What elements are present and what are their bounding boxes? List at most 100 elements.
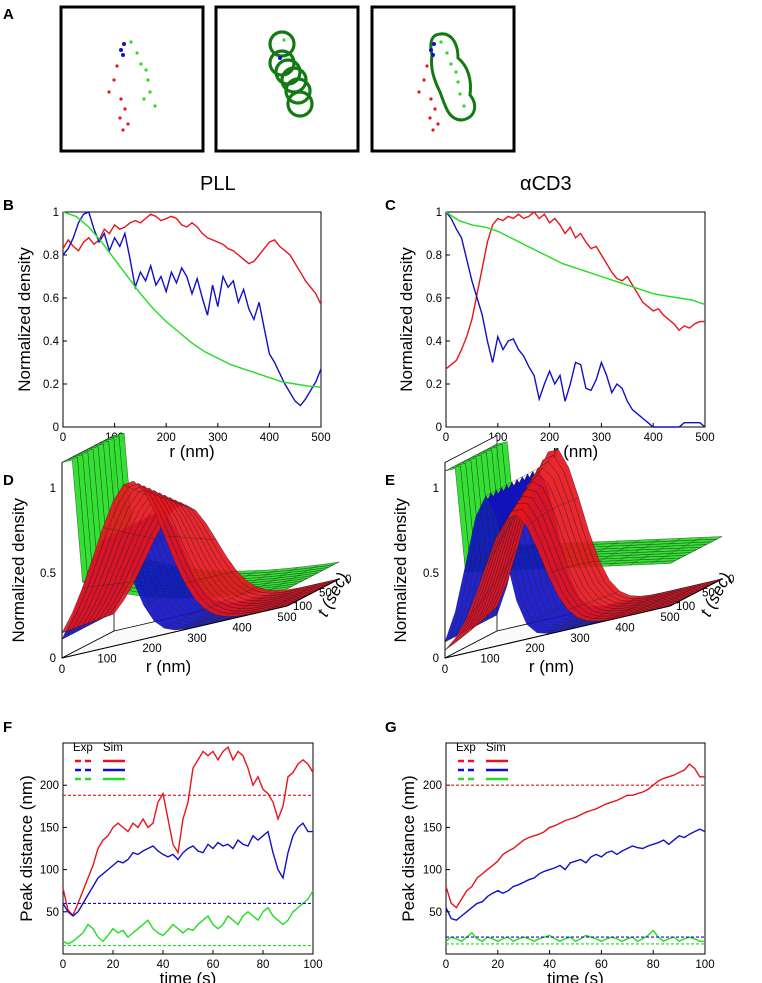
surface-mesh-line xyxy=(246,612,252,615)
surface-mesh-line xyxy=(506,556,513,565)
surface-mesh-line xyxy=(506,521,513,531)
series-green xyxy=(62,211,322,388)
surface-mesh-line xyxy=(169,589,176,593)
surface-mesh-line xyxy=(572,624,579,628)
surface-mesh-line xyxy=(190,611,196,615)
surface-mesh-line xyxy=(148,599,155,603)
x-axis-label: time (s) xyxy=(547,969,604,983)
surface-mesh-line xyxy=(169,500,176,503)
surface-mesh-line xyxy=(266,601,273,605)
y-tick-label: 150 xyxy=(423,822,442,834)
surface-mesh-line xyxy=(608,553,615,557)
surface-mesh-line xyxy=(292,587,299,591)
surface-mesh-line xyxy=(312,572,319,576)
surface-mesh-line xyxy=(333,561,340,565)
legend-sim-label: Sim xyxy=(486,742,506,754)
surface-mesh-line xyxy=(82,623,89,626)
surface-mesh-line xyxy=(527,471,533,475)
surface-mesh-line xyxy=(195,579,201,581)
surface-mesh-line xyxy=(552,608,559,612)
surface-mesh-line xyxy=(491,606,498,612)
surface-mesh-line xyxy=(547,630,553,634)
r-tick-label: 300 xyxy=(570,633,589,645)
surface-mesh-line xyxy=(675,588,682,592)
y-tick-label: 0.2 xyxy=(426,379,442,391)
surface-mesh-line xyxy=(102,527,109,529)
surface-mesh-line xyxy=(654,605,661,609)
r-tick-label: 200 xyxy=(142,643,161,655)
surface-mesh-line xyxy=(598,613,604,617)
surface-mesh-line xyxy=(328,564,334,568)
surface-mesh-line xyxy=(108,583,114,585)
surface-mesh-line xyxy=(87,621,94,624)
surface-mesh-line xyxy=(578,604,584,607)
surface-mesh-line xyxy=(246,573,253,577)
surface-mesh-line xyxy=(98,585,104,587)
surface-mesh-line xyxy=(501,484,507,488)
surface-mesh-line xyxy=(470,607,476,615)
panel-a xyxy=(59,5,516,153)
surface-mesh-line xyxy=(230,611,237,615)
y-axis-label: Normalized density xyxy=(15,247,34,392)
surface-mesh-line xyxy=(634,596,641,599)
surface-mesh-line xyxy=(624,608,630,612)
surface-mesh-line xyxy=(604,546,610,550)
surface-mesh-line xyxy=(77,628,83,632)
surface-mesh-line xyxy=(98,617,104,620)
surface-mesh-line xyxy=(542,511,548,516)
surface-mesh-line xyxy=(547,508,553,512)
panel-label-g: G xyxy=(385,719,397,736)
surface-mesh-line xyxy=(609,592,615,596)
surface-mesh-line xyxy=(180,583,186,587)
legend-exp-label: Exp xyxy=(73,742,93,754)
surface-mesh-line xyxy=(282,580,288,584)
surface-mesh-line xyxy=(588,600,594,603)
surface-mesh-line xyxy=(670,597,676,601)
surface-mesh-line xyxy=(511,479,518,483)
surface-mesh-line xyxy=(159,496,165,499)
surface-mesh-line xyxy=(241,606,247,609)
surface-mesh-line xyxy=(302,588,309,592)
x-axis-label: r (nm) xyxy=(553,442,598,461)
surface-mesh-line xyxy=(660,596,666,600)
x-tick-label: 400 xyxy=(260,432,279,444)
surface-mesh-line xyxy=(480,554,487,558)
surface-mesh-line xyxy=(154,597,160,601)
surface-mesh-line xyxy=(517,476,523,480)
x-tick-label: 300 xyxy=(592,432,611,444)
surface-mesh-line xyxy=(485,492,492,496)
frame-mask-circles xyxy=(268,30,314,118)
surface-mesh-line xyxy=(537,514,543,519)
surface-mesh-line xyxy=(61,630,68,633)
surface-mesh-line xyxy=(685,588,692,592)
surface-mesh-line xyxy=(220,600,227,603)
surface-mesh-line xyxy=(221,573,227,575)
surface-mesh-line xyxy=(169,622,175,626)
y-axis-label: Peak distance (nm) xyxy=(399,775,418,921)
surface-mesh-line xyxy=(313,583,319,587)
surface-mesh-line xyxy=(486,587,492,595)
x-tick-label: 0 xyxy=(60,432,66,444)
surface-mesh-line xyxy=(184,626,190,630)
surface-mesh-line xyxy=(185,614,191,618)
surface-mesh-line xyxy=(256,598,263,602)
surface-mesh-line xyxy=(215,616,221,620)
surface-mesh-line xyxy=(261,603,267,607)
surface-mesh-line xyxy=(685,542,692,546)
surface-mesh-line xyxy=(537,616,543,620)
surface-mesh-line xyxy=(465,457,472,461)
surface-mesh-line xyxy=(180,504,186,507)
surface-mesh-line xyxy=(655,538,661,542)
surface-mesh-line xyxy=(680,591,687,595)
surface-mesh-line xyxy=(251,570,258,574)
surface-mesh-line xyxy=(649,601,656,605)
x-tick-label: 80 xyxy=(647,959,660,971)
surface-mesh-line xyxy=(685,552,691,556)
surface-mesh-line xyxy=(680,545,687,549)
surface-mesh-line xyxy=(287,590,293,594)
x-tick-label: 300 xyxy=(208,432,227,444)
surface-mesh-line xyxy=(562,566,569,569)
surface-mesh-line xyxy=(526,522,533,527)
surface-mesh-line xyxy=(716,536,723,540)
